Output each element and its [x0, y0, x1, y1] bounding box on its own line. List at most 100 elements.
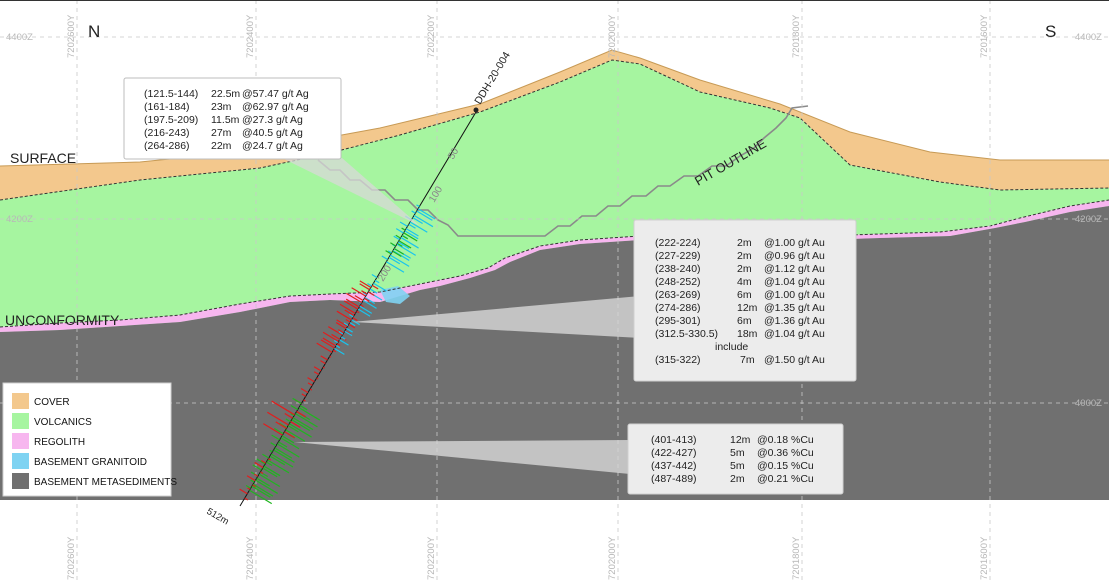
- assay-bar: [276, 443, 300, 458]
- assay-bar: [327, 326, 343, 336]
- assay-bar: [359, 301, 362, 304]
- assay-length: 22m: [211, 140, 232, 152]
- assay-bar: [346, 292, 363, 304]
- assay-interval: (487-489): [651, 473, 697, 485]
- drillhole-collar: [473, 107, 479, 113]
- assay-bar: [252, 464, 262, 471]
- basement-granitoid-patch: [380, 286, 410, 304]
- assay-bar: [333, 339, 339, 344]
- assay-bar: [390, 242, 397, 247]
- assay-interval: (263-269): [655, 289, 701, 301]
- assay-bar: [359, 283, 370, 291]
- assay-bar: [316, 377, 319, 380]
- assay-grade: @1.35 g/t Au: [764, 302, 825, 314]
- northing-labels-top: 7202600Y 7202400Y 7202200Y 7202000Y 7201…: [66, 14, 990, 58]
- assay-bar: [404, 230, 419, 240]
- assay-interval: (315-322): [655, 354, 701, 366]
- assay-bar: [392, 250, 402, 257]
- silver-callout-leader: [282, 158, 420, 226]
- silver-callout-box: [123, 77, 342, 160]
- assay-bar: [263, 465, 281, 477]
- assay-grade: @62.97 g/t Ag: [242, 101, 309, 113]
- assay-bar: [291, 419, 311, 432]
- assay-bar: [363, 292, 367, 296]
- assay-bar: [354, 295, 364, 301]
- assay-grade: @0.15 %Cu: [757, 460, 814, 472]
- regolith-unit: [0, 200, 1109, 332]
- assay-bar: [392, 250, 410, 261]
- assay-bar: [397, 241, 410, 249]
- assay-bar: [346, 327, 353, 333]
- assay-bar: [388, 256, 401, 265]
- assay-bar: [285, 429, 306, 442]
- assay-length: 2m: [737, 250, 752, 262]
- assay-bar: [285, 418, 291, 423]
- assay-bar: [280, 437, 300, 450]
- assay-length: 2m: [737, 237, 752, 249]
- assay-bar: [359, 280, 372, 289]
- assay-grade: @1.04 g/t Au: [764, 328, 825, 340]
- silver-assay-callout: (121.5-144) 22.5m @57.47 g/t Ag (161-184) 23…: [123, 77, 342, 160]
- gold-callout-box: [633, 219, 857, 382]
- assay-bar: [296, 410, 307, 418]
- assay-bar: [268, 458, 272, 461]
- assay-grade: @1.36 g/t Au: [764, 315, 825, 327]
- assay-bar: [400, 236, 419, 249]
- assay-length: 7m: [740, 354, 755, 366]
- assay-bar: [405, 228, 419, 237]
- assay-interval: (295-301): [655, 315, 701, 327]
- northing-label: 7202000Y: [607, 14, 618, 58]
- assay-bar: [274, 447, 293, 459]
- northing-label: 7202200Y: [426, 14, 437, 58]
- assay-interval: (248-252): [655, 276, 701, 288]
- assay-bar: [266, 461, 273, 466]
- assay-bar: [262, 453, 270, 459]
- assay-bar: [381, 255, 388, 261]
- assay-bar: [278, 441, 288, 448]
- assay-bar: [313, 366, 322, 372]
- unconformity-label: UNCONFORMITY: [5, 312, 120, 328]
- legend-swatch: [12, 413, 29, 429]
- assay-bar: [369, 288, 378, 294]
- assay-bar: [339, 303, 356, 314]
- assay-length: 5m: [730, 447, 745, 459]
- assay-bar: [411, 210, 416, 214]
- assay-bar: [322, 337, 337, 347]
- assay-bar: [344, 309, 355, 317]
- assay-bar: [252, 483, 274, 497]
- assay-bar: [250, 479, 255, 483]
- assay-grade: @1.00 g/t Au: [764, 289, 825, 301]
- assay-bar: [397, 242, 403, 247]
- assay-interval: (238-240): [655, 263, 701, 275]
- assay-interval: (227-229): [655, 250, 701, 262]
- assay-bar: [239, 488, 248, 495]
- assay-bar: [337, 329, 344, 334]
- northing-label: 7202000Y: [607, 536, 618, 580]
- assay-bar: [367, 291, 375, 296]
- copper-callout-leader: [294, 440, 630, 474]
- surface-label: SURFACE: [10, 150, 76, 166]
- assay-bar: [389, 254, 410, 267]
- assay-length: 6m: [737, 289, 752, 301]
- assay-bar: [284, 431, 295, 439]
- legend-swatch: [12, 433, 29, 449]
- assay-bar: [356, 310, 360, 314]
- assay-bar: [269, 449, 273, 453]
- assay-bar: [260, 471, 264, 474]
- northing-label: 7202600Y: [66, 536, 77, 580]
- assay-interval: (121.5-144): [144, 88, 198, 100]
- assay-interval: (264-286): [144, 140, 190, 152]
- assay-bar: [255, 479, 278, 494]
- assay-grade: @0.18 %Cu: [757, 434, 814, 446]
- assay-bar: [270, 442, 277, 447]
- assay-length: 2m: [730, 473, 745, 485]
- assay-grade: @1.00 g/t Au: [764, 237, 825, 249]
- assay-interval: (274-286): [655, 302, 701, 314]
- assay-bar: [249, 489, 273, 505]
- legend-swatch: [12, 473, 29, 489]
- assay-bar: [403, 232, 418, 242]
- elevation-label: 4400Z: [6, 32, 33, 43]
- gold-callout-leader: [352, 296, 640, 338]
- assay-bar: [316, 342, 333, 353]
